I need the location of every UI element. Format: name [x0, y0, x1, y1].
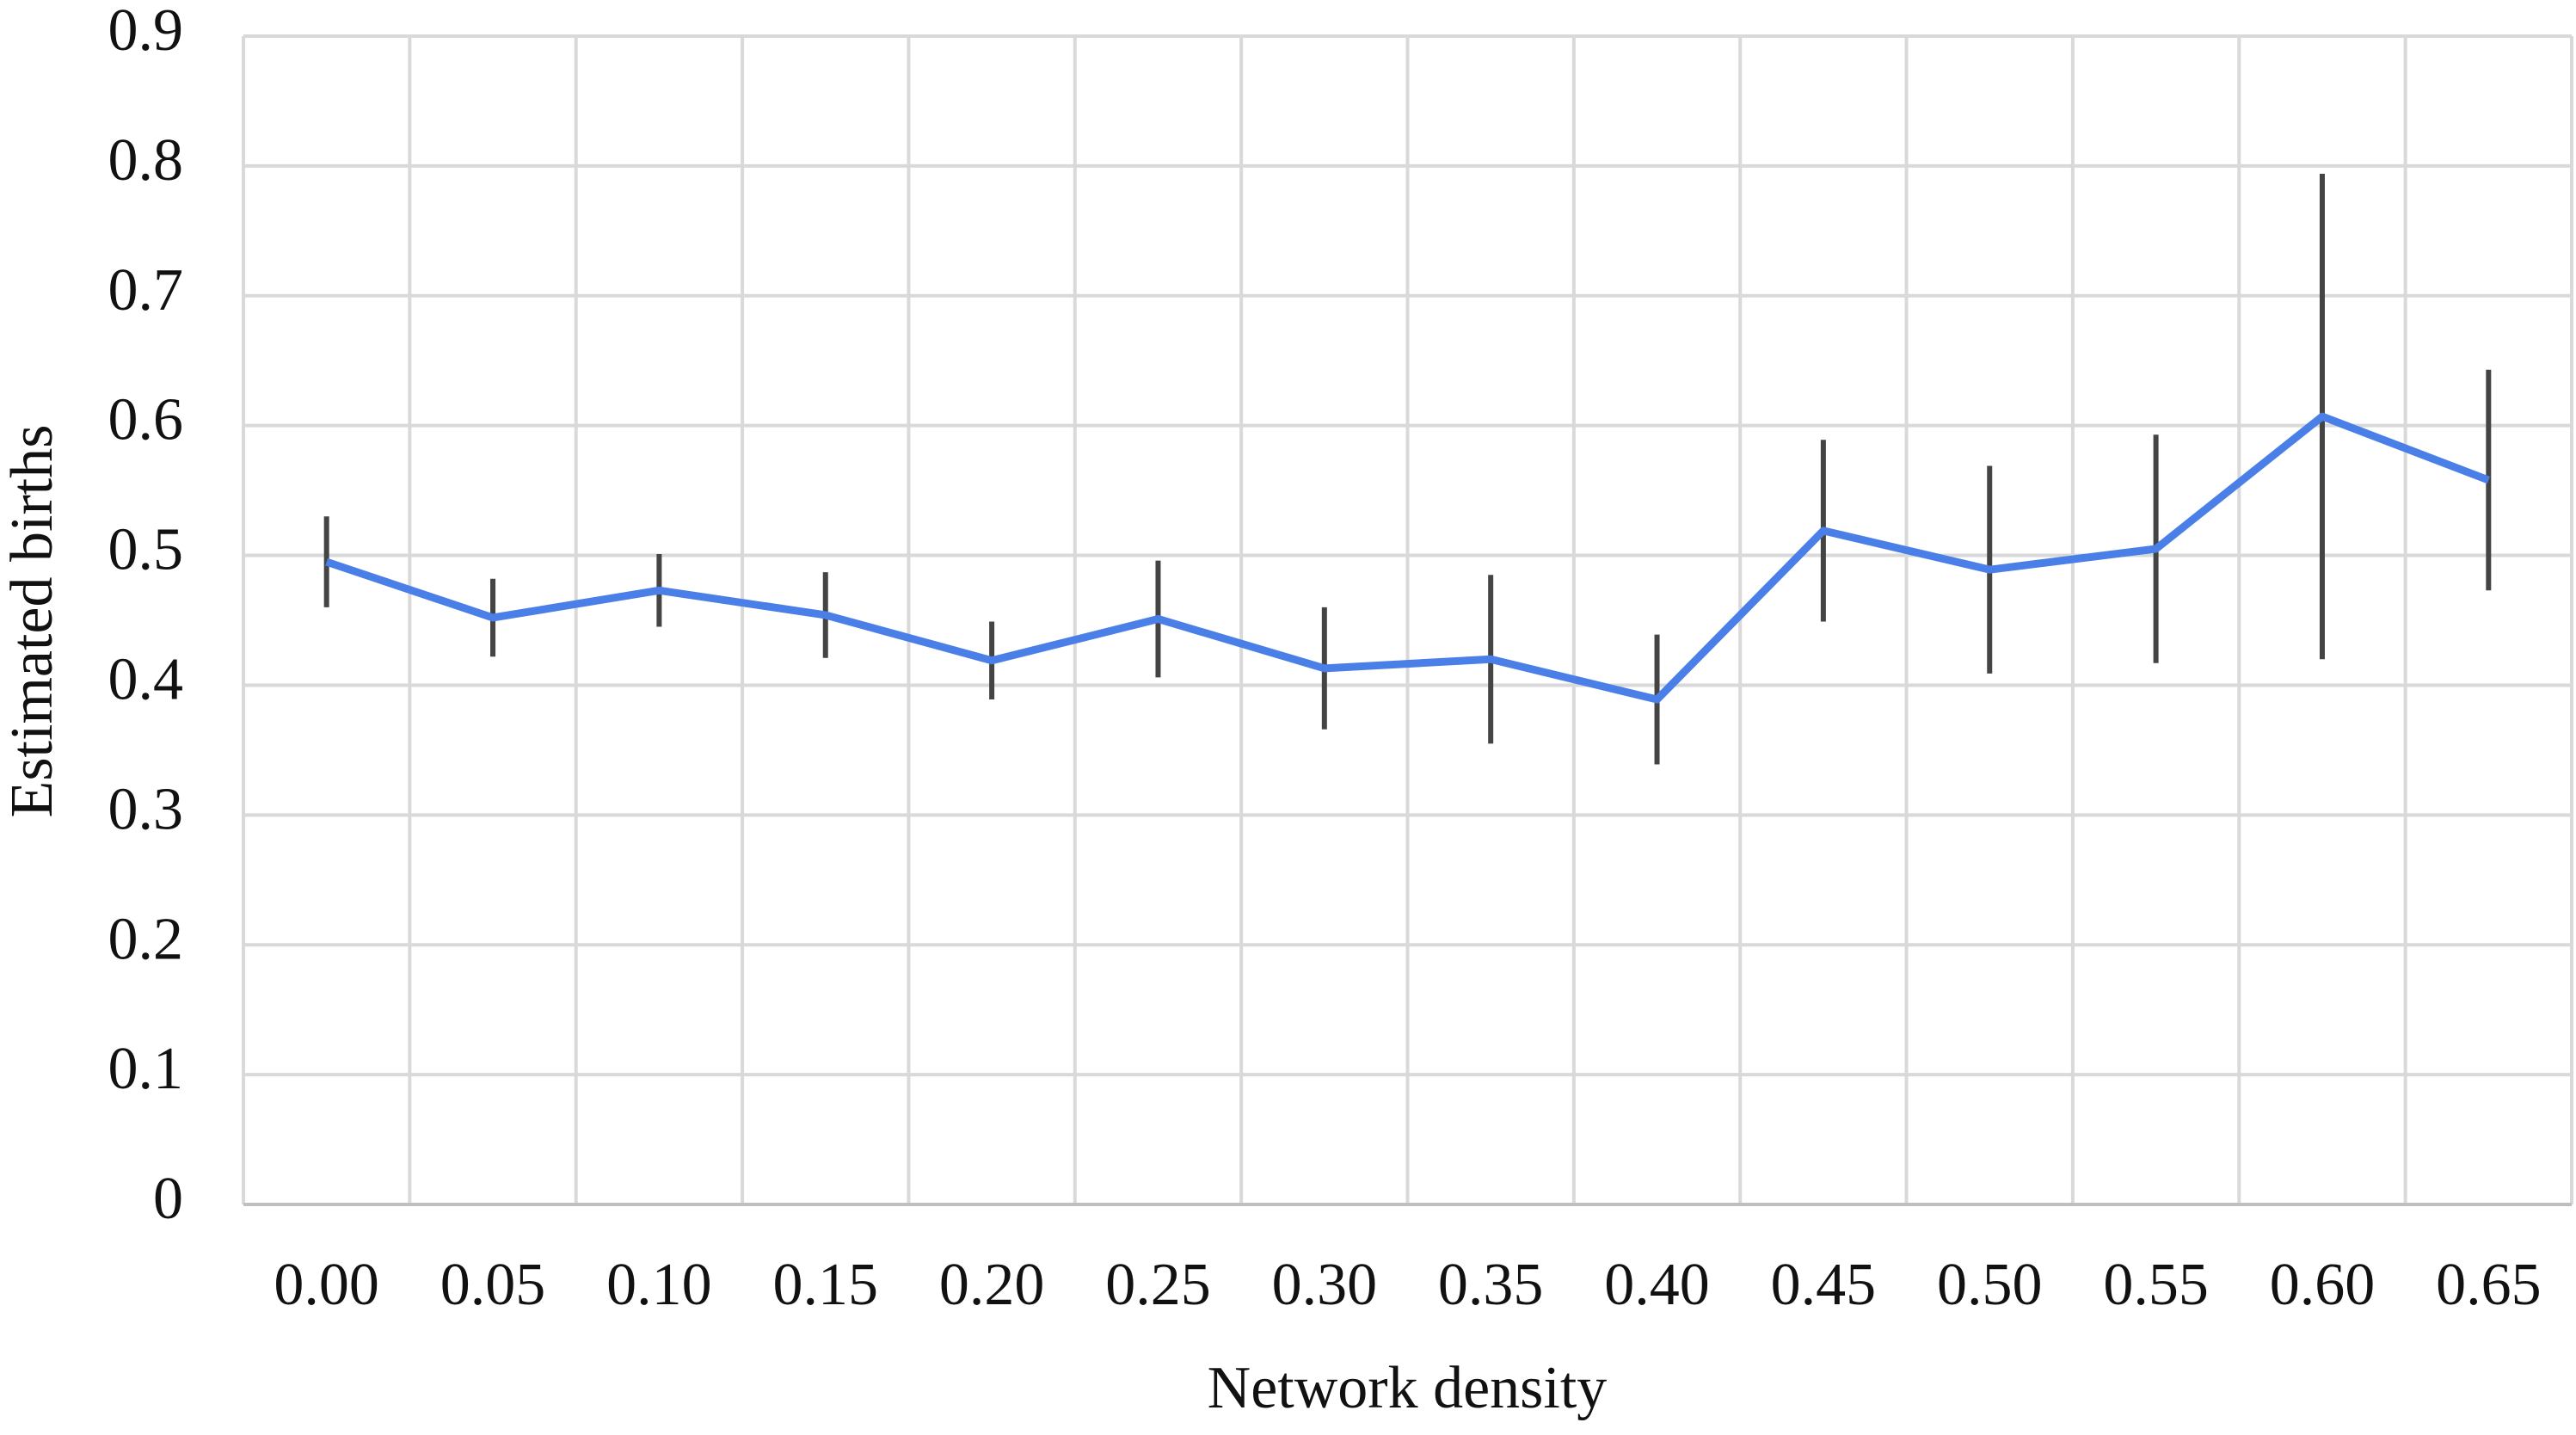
- x-tick-label: 0.45: [1771, 1252, 1877, 1318]
- x-tick-label: 0.20: [939, 1252, 1045, 1318]
- y-tick-label: 0.3: [108, 776, 184, 842]
- x-axis-title: Network density: [1208, 1355, 1608, 1421]
- x-tick-label: 0.60: [2270, 1252, 2376, 1318]
- x-tick-label: 0.15: [773, 1252, 879, 1318]
- x-tick-label: 0.05: [440, 1252, 546, 1318]
- x-tick-label: 0.50: [1937, 1252, 2043, 1318]
- y-tick-label: 0.8: [108, 127, 184, 194]
- y-tick-label: 0.2: [108, 906, 184, 972]
- x-tick-label: 0.30: [1272, 1252, 1378, 1318]
- data-line: [325, 412, 2490, 704]
- y-tick-label: 0.5: [108, 517, 184, 583]
- y-tick-label: 0.7: [108, 257, 184, 323]
- x-tick-label: 0.65: [2436, 1252, 2542, 1318]
- y-tick-label: 0: [153, 1166, 183, 1232]
- y-axis-title: Estimated births: [0, 425, 65, 818]
- y-tick-label: 0.4: [108, 647, 184, 713]
- y-tick-label: 0.6: [108, 387, 184, 453]
- x-tick-label: 0.35: [1438, 1252, 1544, 1318]
- x-tick-label: 0.40: [1604, 1252, 1710, 1318]
- y-tick-label: 0.1: [108, 1036, 184, 1102]
- x-tick-label: 0.25: [1105, 1252, 1211, 1318]
- x-tick-label: 0.55: [2103, 1252, 2209, 1318]
- y-tick-label: 0.9: [108, 0, 184, 64]
- x-tick-label: 0.10: [606, 1252, 712, 1318]
- x-tick-label: 0.00: [274, 1252, 379, 1318]
